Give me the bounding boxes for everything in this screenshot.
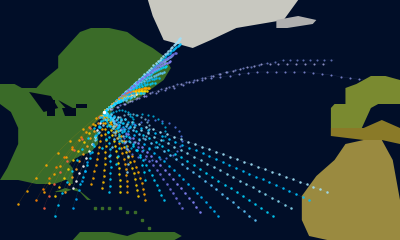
Polygon shape bbox=[29, 92, 58, 112]
Polygon shape bbox=[302, 140, 400, 240]
Polygon shape bbox=[47, 100, 54, 116]
Polygon shape bbox=[331, 120, 400, 144]
Polygon shape bbox=[58, 100, 73, 116]
Polygon shape bbox=[327, 76, 400, 136]
Polygon shape bbox=[76, 104, 87, 108]
Polygon shape bbox=[0, 28, 171, 184]
Polygon shape bbox=[54, 188, 94, 200]
Polygon shape bbox=[73, 232, 182, 240]
Polygon shape bbox=[146, 0, 298, 48]
Polygon shape bbox=[62, 108, 76, 116]
Polygon shape bbox=[276, 16, 316, 28]
Polygon shape bbox=[58, 164, 73, 184]
